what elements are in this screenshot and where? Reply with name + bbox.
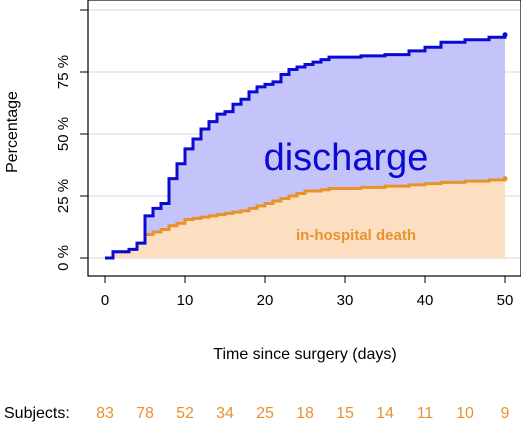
subjects-count: 14 xyxy=(376,405,394,422)
x-tick-label: 0 xyxy=(101,292,109,309)
subjects-count: 11 xyxy=(417,405,434,422)
y-tick-label: 0 % xyxy=(55,245,72,271)
y-tick-label: 25 % xyxy=(55,179,72,213)
y-tick-label: 75 % xyxy=(55,55,72,89)
subjects-count: 52 xyxy=(176,405,194,422)
discharge-line xyxy=(105,34,507,260)
subjects-count: 83 xyxy=(96,405,114,422)
x-tick-label: 20 xyxy=(257,292,274,309)
subjects-count: 78 xyxy=(136,405,154,422)
x-tick-label: 10 xyxy=(177,292,194,309)
subjects-row: 83 78 52 34 25 18 15 14 11 10 9 xyxy=(96,405,509,422)
subjects-count: 10 xyxy=(456,405,474,422)
subjects-count: 9 xyxy=(501,405,510,422)
x-axis-label: Time since surgery (days) xyxy=(213,346,396,363)
x-tick-label: 50 xyxy=(497,292,514,309)
series-label-in-hospital-death: in-hospital death xyxy=(296,227,416,244)
y-axis-label: Percentage xyxy=(4,91,21,173)
discharge-end-point xyxy=(502,32,508,38)
discharge-area xyxy=(105,34,505,258)
x-tick-label: 40 xyxy=(417,292,434,309)
series-label-discharge: discharge xyxy=(264,137,429,179)
y-tick-label: 50 % xyxy=(55,117,72,151)
subjects-count: 25 xyxy=(256,405,274,422)
subjects-count: 34 xyxy=(216,405,234,422)
subjects-count: 18 xyxy=(296,405,314,422)
death-area xyxy=(105,178,505,258)
axes-layer: 0 % 25 % 50 % 75 % 0 10 20 30 40 50 xyxy=(55,9,514,309)
death-line xyxy=(105,178,507,260)
death-end-point xyxy=(502,176,508,182)
plot-layer xyxy=(88,9,521,260)
subjects-label: Subjects: xyxy=(4,405,70,422)
subjects-count: 15 xyxy=(336,405,354,422)
x-tick-label: 30 xyxy=(337,292,354,309)
